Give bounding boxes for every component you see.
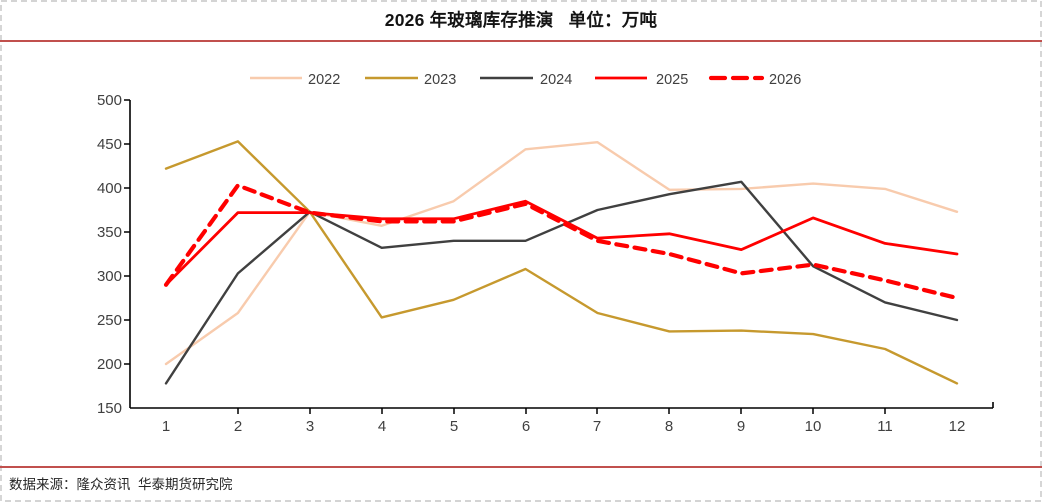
svg-text:2025: 2025: [656, 72, 688, 88]
svg-text:350: 350: [97, 224, 122, 241]
svg-text:500: 500: [97, 92, 122, 109]
svg-text:200: 200: [97, 356, 122, 373]
svg-text:3: 3: [306, 418, 314, 435]
svg-text:10: 10: [805, 418, 822, 435]
svg-text:12: 12: [949, 418, 966, 435]
svg-text:11: 11: [877, 418, 893, 435]
svg-text:250: 250: [97, 312, 122, 329]
svg-text:2023: 2023: [424, 72, 456, 88]
svg-text:150: 150: [97, 400, 122, 417]
svg-text:1: 1: [162, 418, 170, 435]
svg-text:2022: 2022: [308, 72, 340, 88]
svg-text:2024: 2024: [540, 72, 572, 88]
svg-text:2026: 2026: [769, 72, 801, 88]
svg-text:7: 7: [593, 418, 601, 435]
svg-text:8: 8: [665, 418, 673, 435]
svg-text:300: 300: [97, 268, 122, 285]
svg-text:5: 5: [450, 418, 458, 435]
svg-text:4: 4: [378, 418, 386, 435]
svg-text:6: 6: [522, 418, 530, 435]
svg-text:400: 400: [97, 180, 122, 197]
svg-text:450: 450: [97, 136, 122, 153]
svg-text:2: 2: [234, 418, 242, 435]
svg-text:9: 9: [737, 418, 745, 435]
